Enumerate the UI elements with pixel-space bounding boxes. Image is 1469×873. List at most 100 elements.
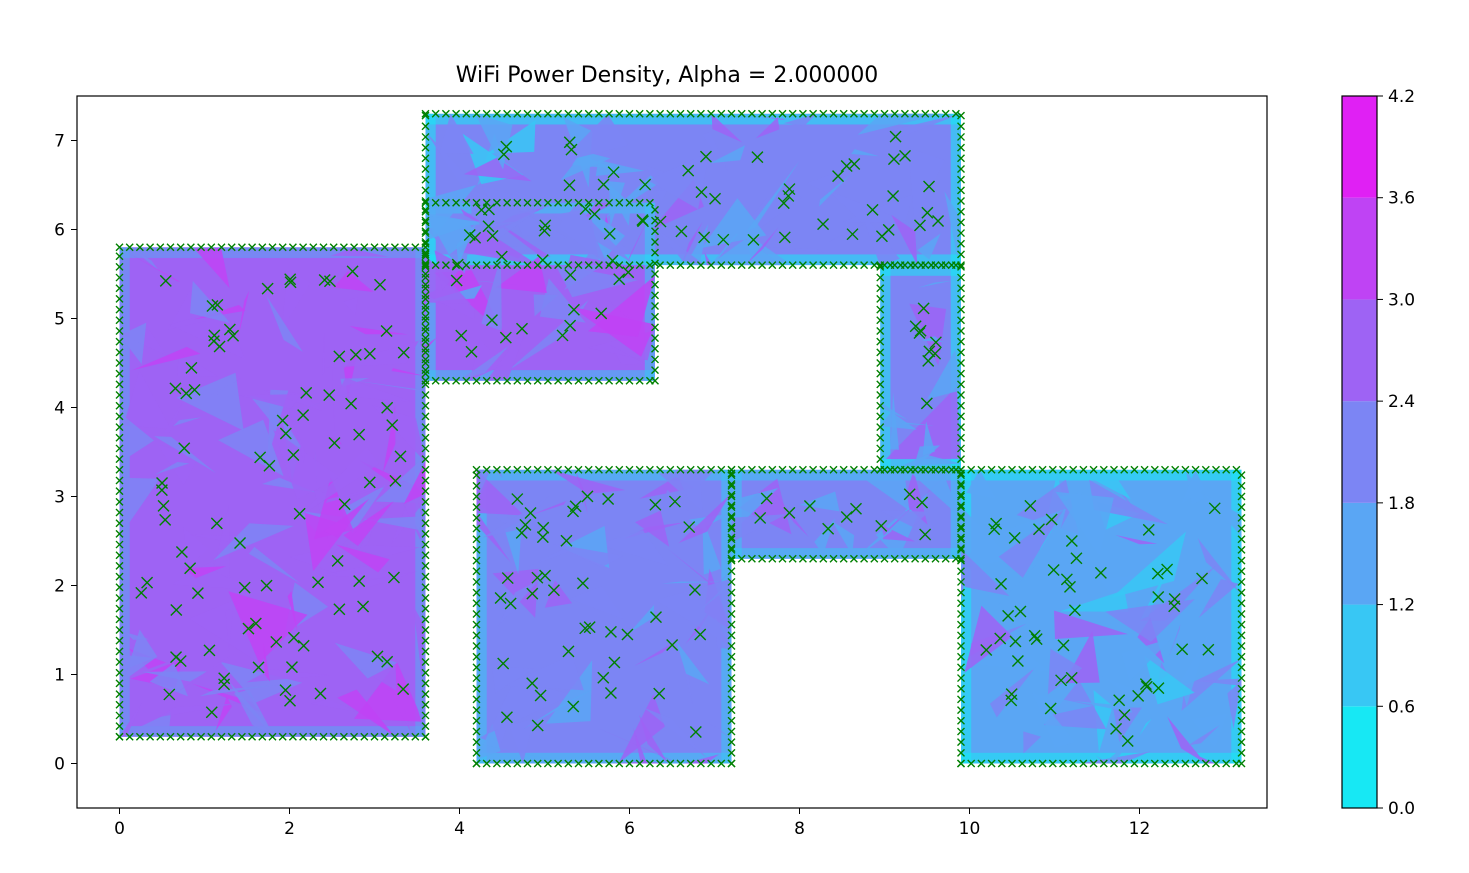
sample-point-marker: [465, 345, 478, 358]
sample-point-marker: [472, 503, 481, 512]
sample-point-marker: [651, 291, 659, 300]
sample-point-marker: [594, 759, 603, 768]
chart-title: WiFi Power Density, Alpha = 2.000000: [456, 63, 879, 88]
sample-point-marker: [941, 554, 950, 563]
sample-point-marker: [1237, 759, 1246, 768]
sample-point-marker: [421, 711, 430, 720]
sample-point-marker: [156, 732, 165, 741]
sample-point-marker: [957, 469, 965, 478]
sample-point-marker: [798, 465, 807, 474]
sample-point-marker: [876, 369, 885, 378]
sample-point-marker: [564, 376, 573, 385]
sample-point-marker: [1237, 609, 1246, 618]
sample-point-marker: [1069, 759, 1078, 768]
sample-point-marker: [472, 198, 481, 207]
sample-point-marker: [1150, 465, 1159, 474]
sample-point-marker: [819, 554, 828, 563]
sample-point-marker: [397, 346, 410, 359]
sample-point-marker: [115, 348, 124, 357]
sample-point-marker: [567, 700, 580, 713]
sample-point-marker: [1176, 643, 1189, 656]
sample-point-marker: [218, 672, 231, 685]
sample-point-marker: [115, 658, 124, 667]
sample-point-marker: [421, 207, 430, 216]
sample-point-marker: [390, 732, 399, 741]
sample-point-marker: [788, 554, 797, 563]
sample-point-marker: [135, 243, 144, 252]
sample-point-marker: [951, 109, 960, 118]
y-axis: 0 1 2 3 4 5 6 7: [54, 132, 77, 775]
density-patch: [819, 174, 851, 207]
sample-point-marker: [653, 687, 666, 700]
sample-point-marker: [452, 109, 461, 118]
sample-point-marker: [727, 620, 736, 629]
sample-point-marker: [1196, 572, 1209, 585]
sample-point-marker: [900, 465, 909, 474]
density-patch: [281, 271, 311, 331]
sample-point-marker: [1120, 465, 1129, 474]
sample-point-marker: [421, 476, 430, 485]
sample-point-marker: [411, 732, 420, 741]
sample-point-marker: [957, 348, 965, 357]
sample-point-marker: [615, 376, 624, 385]
sample-point-marker: [846, 228, 859, 241]
sample-point-marker: [686, 759, 695, 768]
density-patch: [891, 214, 918, 266]
density-patch: [901, 422, 935, 426]
sample-point-marker: [287, 449, 300, 462]
sample-point-marker: [849, 554, 858, 563]
density-patch: [349, 326, 408, 335]
sample-point-marker: [285, 661, 298, 674]
sample-point-marker: [686, 261, 695, 270]
density-patch: [1191, 713, 1228, 748]
sample-point-marker: [1212, 759, 1220, 768]
density-patch: [828, 224, 866, 242]
density-patch: [322, 333, 325, 376]
sample-point-marker: [533, 759, 542, 768]
sample-point-marker: [1099, 759, 1108, 768]
sample-point-marker: [929, 336, 942, 349]
density-patch: [163, 402, 183, 433]
sample-point-marker: [957, 577, 965, 586]
sample-point-marker: [223, 323, 236, 336]
sample-point-marker: [576, 577, 589, 590]
sample-point-marker: [727, 567, 736, 576]
sample-point-marker: [1237, 684, 1246, 693]
sample-point-marker: [987, 759, 996, 768]
density-patch: [171, 561, 244, 590]
sample-point-marker: [353, 575, 366, 588]
sample-point-marker: [635, 376, 644, 385]
sample-point-marker: [645, 759, 654, 768]
sample-point-marker: [727, 512, 736, 521]
sample-point-marker: [957, 652, 965, 661]
sample-point-marker: [645, 109, 654, 118]
sample-point-marker: [543, 198, 552, 207]
sample-point-marker: [727, 599, 736, 608]
density-patch: [1105, 599, 1195, 642]
sample-point-marker: [1113, 694, 1126, 707]
density-patch: [1030, 688, 1076, 749]
density-patch: [755, 117, 780, 139]
sample-point-marker: [957, 501, 965, 510]
sample-point-marker: [603, 227, 616, 240]
sample-point-marker: [900, 554, 909, 563]
sample-point-marker: [115, 636, 124, 645]
sample-point-marker: [957, 727, 965, 736]
sample-point-marker: [921, 554, 930, 563]
density-patch: [336, 544, 390, 573]
y-tick-label: 2: [54, 577, 65, 597]
sample-point-marker: [319, 243, 328, 252]
sample-point-marker: [524, 507, 537, 520]
sample-point-marker: [635, 759, 644, 768]
sample-point-marker: [197, 243, 206, 252]
sample-point-marker: [486, 229, 499, 242]
density-patch: [706, 570, 732, 596]
sample-point-marker: [421, 540, 430, 549]
sample-point-marker: [523, 109, 532, 118]
sample-point-marker: [497, 148, 510, 161]
sample-point-marker: [554, 759, 563, 768]
density-patch: [199, 685, 277, 697]
sample-point-marker: [217, 732, 226, 741]
sample-point-marker: [500, 711, 513, 724]
sample-point-marker: [635, 261, 644, 270]
